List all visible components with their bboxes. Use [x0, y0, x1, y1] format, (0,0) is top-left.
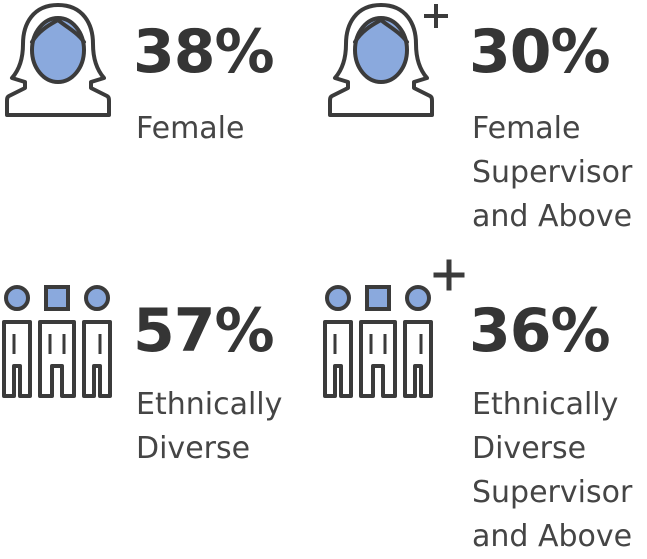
stat-value: 30%	[469, 17, 611, 87]
stat-label-line: and Above	[472, 199, 633, 234]
stat-label: Female	[136, 107, 244, 151]
stat-value: 57%	[133, 296, 275, 366]
diverse-group-icon	[0, 284, 116, 400]
stat-label-line: and Above	[472, 519, 633, 554]
stat-label: Ethnically Diverse	[136, 383, 282, 471]
stat-label-line: Ethnically	[136, 387, 283, 422]
stat-label: Female Supervisor and Above	[472, 107, 632, 239]
stat-label-line: Supervisor	[472, 155, 633, 190]
stat-label-line: Female	[136, 111, 245, 146]
stat-value: 38%	[133, 17, 275, 87]
stat-label: Ethnically Diverse Supervisor and Above	[472, 383, 632, 559]
stat-label-line: Supervisor	[472, 475, 633, 510]
diverse-group-plus-icon	[321, 258, 471, 400]
female-person-plus-icon	[328, 2, 454, 118]
stat-value: 36%	[469, 296, 611, 366]
stat-label-line: Diverse	[136, 431, 251, 466]
female-person-icon	[5, 2, 111, 118]
stat-label-line: Female	[472, 111, 581, 146]
stat-label-line: Diverse	[472, 431, 587, 466]
stat-label-line: Ethnically	[472, 387, 619, 422]
